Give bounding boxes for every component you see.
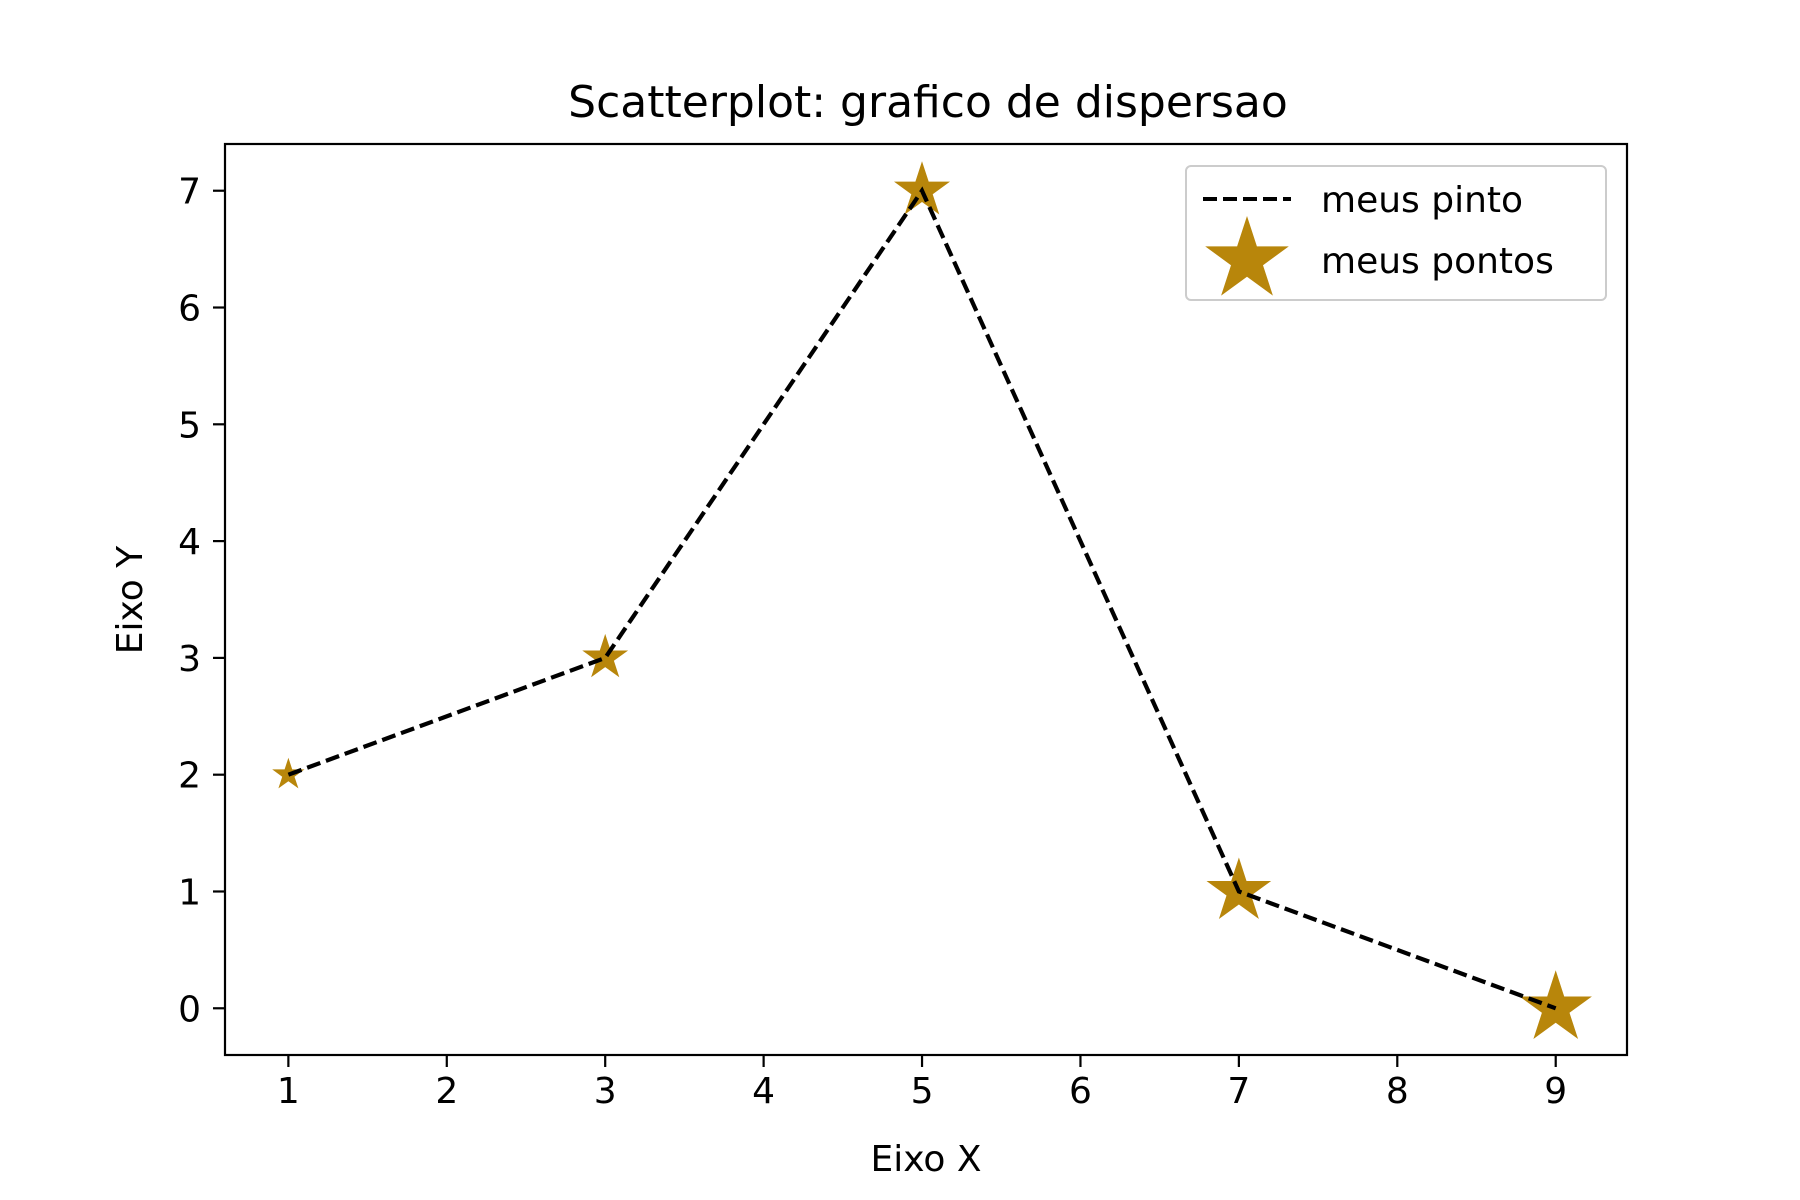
- x-tick-label: 3: [594, 1071, 617, 1112]
- scatter-point-star: [582, 633, 629, 678]
- y-tick-label: 0: [178, 989, 201, 1030]
- y-tick-label: 2: [178, 756, 201, 797]
- scatter-point-star: [1519, 970, 1592, 1039]
- x-tick-label: 1: [277, 1071, 300, 1112]
- y-tick-label: 4: [178, 522, 201, 563]
- x-tick-label: 7: [1227, 1071, 1250, 1112]
- x-tick-label: 9: [1544, 1071, 1567, 1112]
- y-axis-label: Eixo Y: [110, 545, 151, 654]
- legend-label-points: meus pontos: [1321, 241, 1554, 282]
- x-axis-ticks: 1 2 3 4 5 6 7 8 9: [277, 1055, 1567, 1112]
- series-line: [287, 186, 1557, 1011]
- x-axis-label: Eixo X: [870, 1139, 981, 1180]
- x-tick-label: 8: [1386, 1071, 1409, 1112]
- legend-star-swatch: [1205, 216, 1289, 296]
- y-tick-label: 5: [178, 405, 201, 446]
- y-tick-label: 1: [178, 872, 201, 913]
- chart-title: Scatterplot: grafico de dispersao: [568, 77, 1288, 128]
- y-tick-label: 6: [178, 289, 201, 330]
- x-tick-label: 2: [435, 1071, 458, 1112]
- legend-label-line: meus pinto: [1321, 180, 1523, 221]
- plot-frame: [223, 142, 1629, 1057]
- x-tick-label: 6: [1069, 1071, 1092, 1112]
- y-tick-label: 7: [178, 172, 201, 213]
- x-tick-label: 4: [752, 1071, 775, 1112]
- series-layer: [272, 161, 1592, 1039]
- y-axis-ticks: 0 1 2 3 4 5 6 7: [178, 172, 225, 1030]
- y-tick-label: 3: [178, 639, 201, 680]
- x-tick-label: 5: [911, 1071, 934, 1112]
- legend: meus pinto meus pontos: [1185, 165, 1607, 301]
